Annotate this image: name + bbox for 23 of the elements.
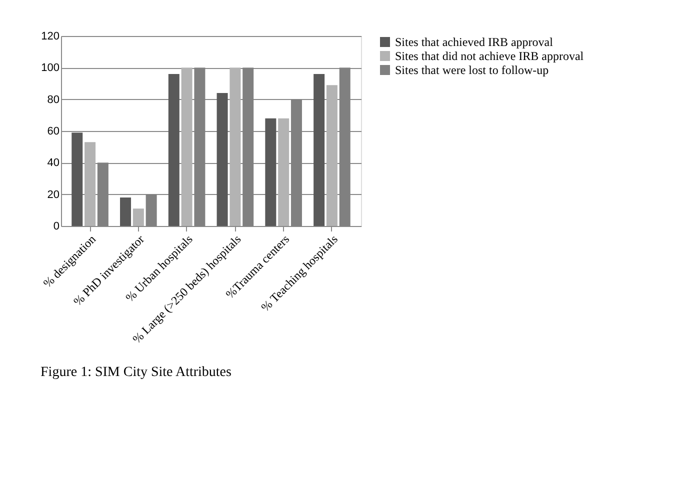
bar	[72, 132, 83, 226]
bar	[181, 68, 192, 226]
bar	[278, 118, 290, 226]
y-tick-label: 60	[47, 126, 60, 138]
y-tick-label: 0	[53, 220, 60, 232]
bar	[120, 198, 132, 226]
y-tick-label: 80	[47, 94, 60, 106]
bar	[265, 118, 276, 226]
bar	[216, 93, 228, 226]
y-tick-label: 20	[47, 188, 60, 201]
caption: Figure 1: SIM City Site Attributes	[40, 364, 232, 380]
bar	[326, 85, 338, 226]
legend-label: Sites that achieved IRB approval	[395, 35, 554, 49]
y-tick-label: 120	[41, 30, 60, 42]
bar	[84, 142, 96, 226]
y-tick-label: 100	[41, 62, 60, 74]
bar	[230, 68, 241, 226]
legend-label: Sites that were lost to follow-up	[395, 63, 549, 77]
bar	[314, 74, 325, 226]
bar	[132, 208, 144, 226]
bar	[168, 74, 180, 226]
y-tick-label: 40	[47, 157, 60, 170]
legend-label: Sites that did not achieve IRB approval	[395, 49, 584, 63]
